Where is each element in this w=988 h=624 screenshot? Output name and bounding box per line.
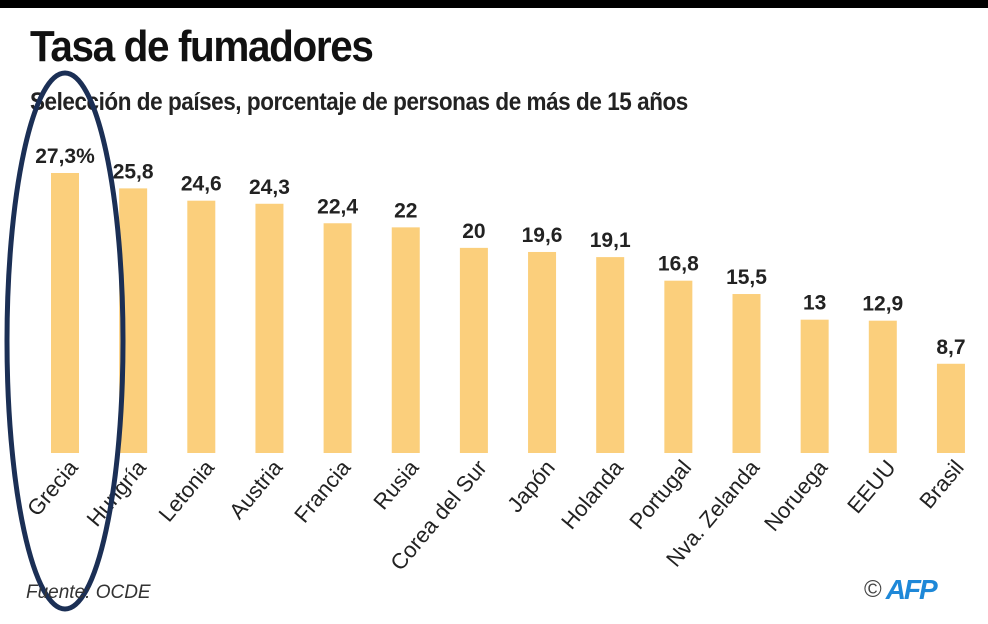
category-label: Japón — [502, 455, 560, 517]
bar-francia — [323, 223, 352, 453]
bar-brasil — [936, 363, 965, 453]
data-label: 15,5 — [726, 266, 767, 289]
category-label: Noruega — [759, 455, 833, 536]
source-note: Fuente: OCDE — [26, 582, 151, 603]
bar-austria — [255, 203, 284, 453]
credit: © AFP — [864, 574, 938, 606]
highlight-ellipse — [4, 70, 126, 612]
bar-letonia — [187, 200, 216, 453]
data-label: 19,6 — [522, 224, 563, 247]
bar-eeuu — [868, 320, 897, 453]
bar-rusia — [391, 227, 420, 453]
data-label: 13 — [803, 292, 826, 315]
data-label: 8,7 — [936, 336, 965, 359]
bar-noruega — [800, 319, 829, 453]
category-label: Letonia — [154, 455, 220, 527]
data-label: 19,1 — [590, 229, 631, 252]
category-label: Holanda — [556, 455, 628, 534]
data-label: 24,3 — [249, 176, 290, 199]
data-label: 22 — [394, 199, 417, 222]
category-label: Austria — [224, 455, 288, 524]
bar-grecia — [51, 173, 79, 453]
category-label: Francia — [289, 455, 356, 528]
category-label: Brasil — [914, 455, 969, 513]
chart-subtitle: Selección de países, porcentaje de perso… — [30, 88, 688, 116]
top-border — [0, 0, 988, 8]
bar-nva-zelanda — [732, 294, 761, 453]
category-label: Grecia — [22, 455, 83, 521]
copyright-icon: © — [864, 576, 882, 603]
data-label: 27,3% — [35, 145, 95, 168]
bar-jap-n — [528, 251, 557, 453]
category-label: EEUU — [842, 455, 900, 518]
category-label: Rusia — [368, 455, 424, 515]
bar-corea-del-sur — [459, 247, 488, 453]
afp-logo: AFP — [885, 574, 938, 605]
data-label: 20 — [462, 220, 485, 243]
data-label: 12,9 — [862, 293, 903, 316]
data-label: 22,4 — [317, 195, 358, 218]
data-label: 25,8 — [113, 160, 154, 183]
category-label: Portugal — [624, 455, 696, 534]
bar-portugal — [664, 280, 693, 453]
bar-holanda — [596, 257, 625, 453]
data-label: 16,8 — [658, 253, 699, 276]
data-label: 24,6 — [181, 173, 222, 196]
chart-title: Tasa de fumadores — [30, 22, 374, 71]
